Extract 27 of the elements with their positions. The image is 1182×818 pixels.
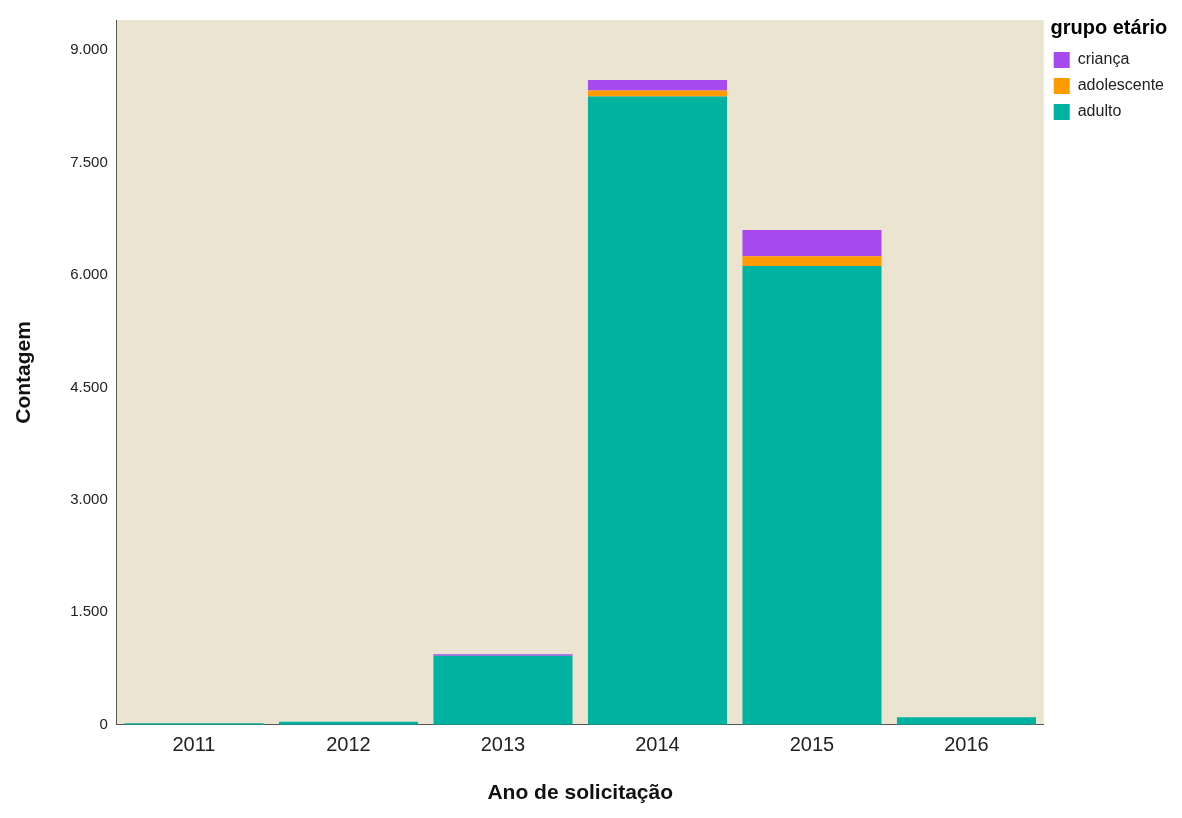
y-tick-label: 6.000: [70, 265, 108, 283]
bar: [896, 717, 1036, 725]
y-axis-title: Contagem: [11, 321, 35, 424]
legend-title: grupo etário: [1050, 15, 1168, 38]
x-tick-label: 2011: [172, 733, 216, 756]
legend-label: criança: [1077, 50, 1130, 68]
y-tick-label: 7.500: [70, 152, 108, 170]
y-tick-label: 9.000: [70, 40, 108, 58]
x-tick-label: 2012: [326, 733, 371, 756]
y-tick-label: 4.500: [70, 377, 108, 395]
bar: [742, 229, 882, 257]
bar: [587, 96, 727, 725]
x-axis-title: Ano de solicitação: [487, 780, 673, 804]
bar: [587, 90, 727, 97]
y-tick-label: 1.500: [70, 602, 108, 620]
bar: [433, 655, 573, 725]
y-tick-label: 0: [99, 714, 108, 732]
x-tick-label: 2013: [480, 733, 526, 756]
x-tick-label: 2014: [635, 733, 680, 756]
bar: [742, 256, 882, 266]
y-tick-label: 3.000: [70, 490, 108, 507]
x-tick-label: 2015: [789, 733, 835, 756]
legend-label: adolescente: [1077, 76, 1165, 94]
bar: [587, 79, 727, 91]
x-tick-label: 2016: [944, 733, 989, 756]
bar: [742, 265, 882, 725]
legend-label: adulto: [1077, 102, 1122, 120]
